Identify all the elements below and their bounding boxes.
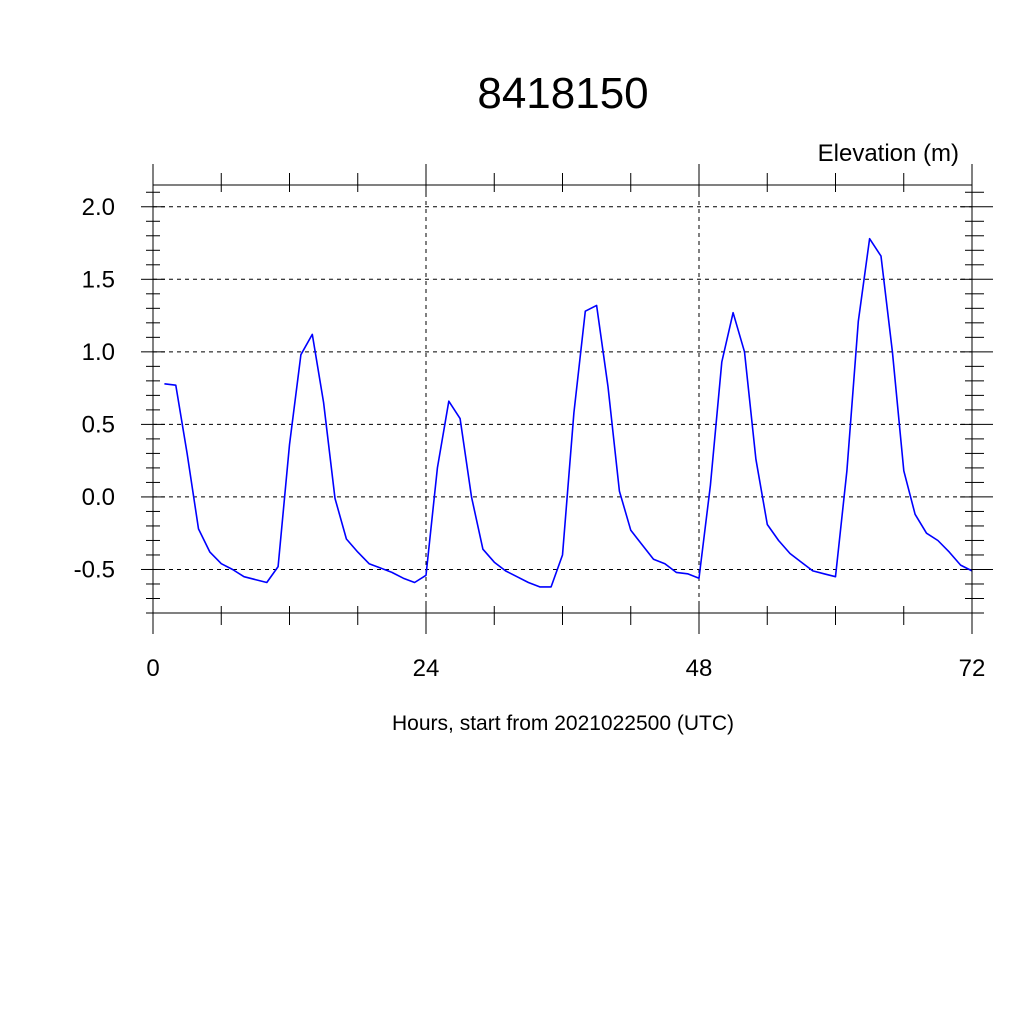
y-tick-label: 0.0 bbox=[82, 484, 115, 511]
grid-lines bbox=[153, 185, 972, 613]
x-axis-label: Hours, start from 2021022500 (UTC) bbox=[392, 712, 734, 735]
y-tick-label: 1.0 bbox=[82, 339, 115, 366]
series-layer bbox=[164, 237, 973, 588]
x-tick-label: 72 bbox=[959, 655, 986, 682]
series-line bbox=[164, 237, 973, 588]
chart-title: 8418150 bbox=[477, 69, 648, 118]
x-tick-label: 24 bbox=[413, 655, 440, 682]
x-tick-label: 0 bbox=[146, 655, 159, 682]
plot-frame bbox=[152, 184, 973, 614]
y-tick-label: 2.0 bbox=[82, 194, 115, 221]
tick-labels: 2.0 1.5 1.0 0.5 0.0 -0.5 0 24 48 72 bbox=[74, 194, 986, 682]
y-tick-label: -0.5 bbox=[74, 556, 115, 583]
x-tick-label: 48 bbox=[686, 655, 713, 682]
y-tick-label: 1.5 bbox=[82, 266, 115, 293]
y-axis-label: Elevation (m) bbox=[818, 140, 959, 167]
y-tick-label: 0.5 bbox=[82, 411, 115, 438]
axis-ticks bbox=[141, 164, 993, 634]
